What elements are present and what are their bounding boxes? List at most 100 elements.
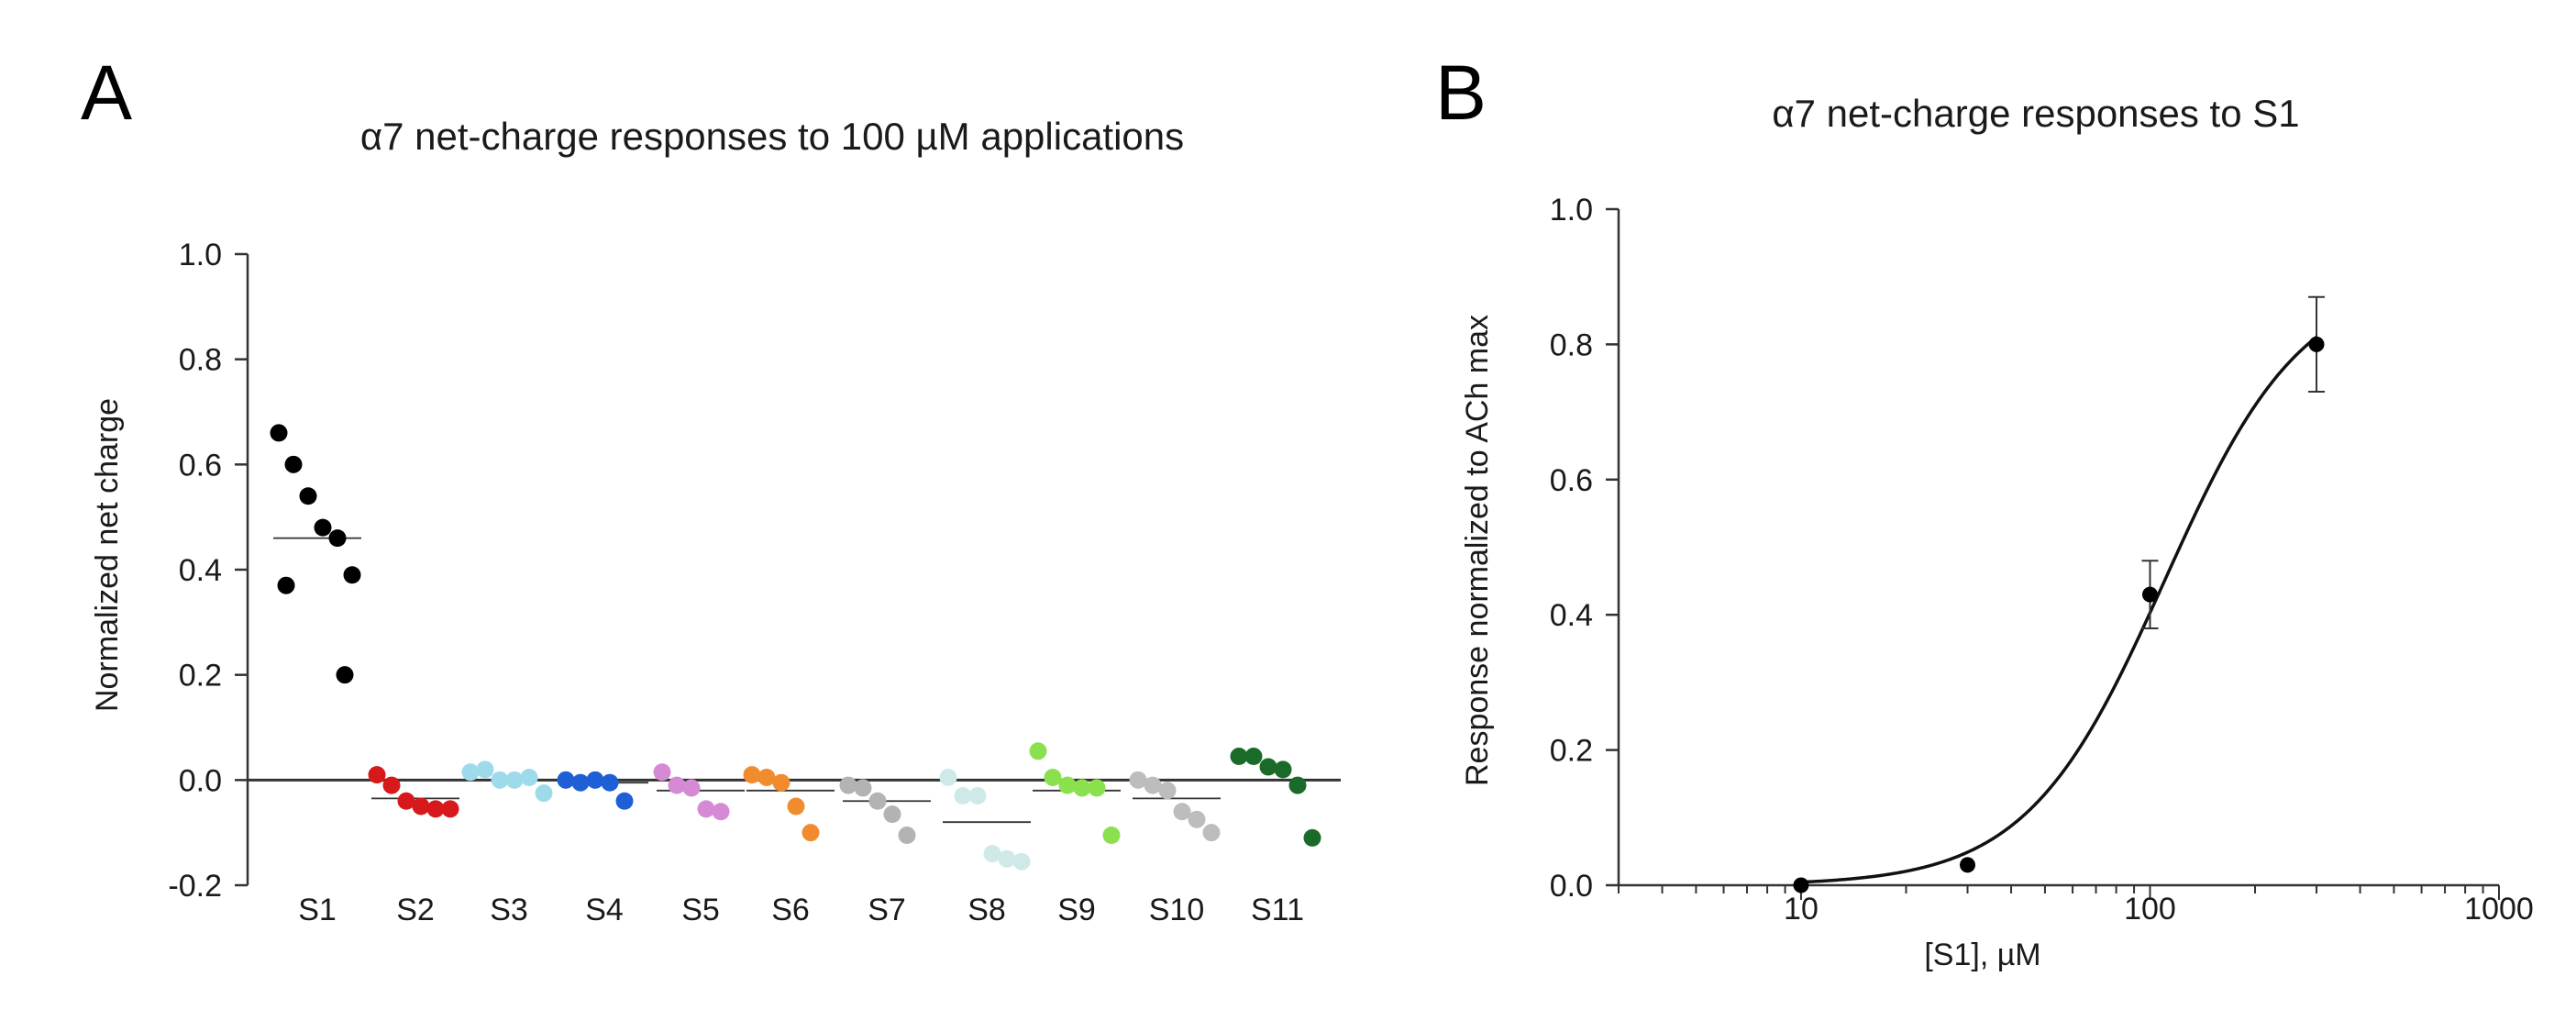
panel-a-x-tick-label: S2 bbox=[396, 893, 435, 927]
panel-a-title: α7 net-charge responses to 100 µM applic… bbox=[360, 115, 1184, 158]
data-point bbox=[1188, 810, 1206, 828]
panel-a-x-tick-label: S8 bbox=[967, 893, 1006, 927]
panel-a-y-ticks: -0.2 0.0 0.2 0.4 0.6 0.8 1.0 bbox=[168, 238, 248, 904]
data-point bbox=[382, 776, 401, 794]
data-point bbox=[314, 518, 332, 537]
data-point bbox=[2308, 295, 2326, 393]
data-point bbox=[802, 824, 820, 842]
data-point bbox=[883, 805, 901, 824]
panel-a-x-tick-label: S3 bbox=[490, 893, 528, 927]
panel-b: B α7 net-charge responses to S1 Response… bbox=[1435, 50, 2534, 972]
data-point bbox=[939, 768, 957, 786]
data-point bbox=[461, 763, 480, 782]
point-marker bbox=[1960, 857, 1976, 873]
data-point bbox=[1202, 824, 1221, 842]
panel-a-series bbox=[270, 424, 1321, 871]
data-point bbox=[983, 845, 1001, 863]
data-point bbox=[787, 797, 805, 816]
data-point bbox=[397, 792, 415, 810]
data-point bbox=[1029, 742, 1047, 760]
panel-b-x-tick-label: 100 bbox=[2124, 892, 2176, 927]
data-point bbox=[757, 768, 776, 786]
data-point bbox=[284, 455, 303, 473]
series-s7 bbox=[839, 776, 931, 845]
data-point bbox=[1259, 758, 1277, 776]
panel-a-x-tick-labels: S1 S2 S3 S4 S5 S6 S7 S8 S9 S10 S11 bbox=[298, 893, 1304, 927]
panel-b-x-axis-label: [S1], µM bbox=[1924, 938, 2040, 972]
data-point bbox=[1960, 857, 1976, 873]
panel-a: A α7 net-charge responses to 100 µM appl… bbox=[81, 50, 1341, 927]
data-point bbox=[441, 800, 459, 818]
data-point bbox=[839, 776, 857, 794]
data-point bbox=[854, 779, 872, 797]
data-point bbox=[1044, 768, 1062, 786]
panel-a-x-tick-label: S7 bbox=[868, 893, 906, 927]
panel-b-y-tick-label: 1.0 bbox=[1550, 193, 1593, 227]
data-point bbox=[1012, 852, 1031, 871]
data-point bbox=[653, 763, 671, 782]
data-point bbox=[476, 760, 494, 779]
data-point bbox=[491, 771, 509, 789]
panel-a-x-tick-label: S9 bbox=[1057, 893, 1096, 927]
series-s6 bbox=[743, 766, 835, 842]
panel-a-x-tick-label: S11 bbox=[1251, 893, 1304, 927]
data-point bbox=[868, 792, 887, 810]
data-point bbox=[954, 787, 972, 805]
data-point bbox=[1144, 776, 1162, 794]
data-point bbox=[1158, 782, 1177, 800]
panel-a-y-tick-label: 1.0 bbox=[179, 238, 222, 272]
data-point bbox=[1793, 877, 1809, 893]
data-point bbox=[772, 773, 790, 792]
data-point bbox=[1274, 760, 1292, 779]
series-s1 bbox=[270, 424, 361, 684]
panel-b-y-axis-label: Response normalized to ACh max bbox=[1460, 315, 1495, 786]
panel-a-x-tick-label: S4 bbox=[585, 893, 624, 927]
data-point bbox=[426, 800, 445, 818]
panel-b-y-tick-label: 0.6 bbox=[1550, 463, 1593, 498]
data-point bbox=[1288, 776, 1307, 794]
point-marker bbox=[1793, 877, 1809, 893]
panel-a-y-tick-label: 0.6 bbox=[179, 448, 222, 483]
data-point bbox=[697, 800, 715, 818]
panel-b-letter: B bbox=[1435, 50, 1487, 136]
panel-a-y-tick-label: 0.4 bbox=[179, 553, 222, 588]
panel-b-title: α7 net-charge responses to S1 bbox=[1772, 92, 2299, 135]
data-point bbox=[557, 771, 575, 789]
point-marker bbox=[2141, 586, 2158, 603]
panel-b-fit-curve bbox=[1800, 336, 2318, 884]
data-point bbox=[505, 771, 524, 789]
data-point bbox=[1129, 771, 1147, 789]
panel-b-x-ticks: 10 100 1000 bbox=[1618, 885, 2534, 927]
data-point bbox=[328, 529, 347, 548]
data-point bbox=[571, 773, 590, 792]
data-point bbox=[2141, 560, 2159, 629]
panel-a-y-axis-label: Normalized net charge bbox=[90, 398, 125, 712]
panel-b-y-tick-label: 0.2 bbox=[1550, 734, 1593, 769]
data-point bbox=[336, 666, 354, 684]
panel-a-y-tick-label: 0.8 bbox=[179, 343, 222, 378]
panel-a-y-tick-label: -0.2 bbox=[168, 869, 222, 904]
panel-a-letter: A bbox=[81, 50, 132, 136]
data-point bbox=[368, 766, 386, 784]
data-point bbox=[277, 576, 295, 594]
data-point bbox=[668, 776, 686, 794]
data-point bbox=[1058, 776, 1077, 794]
data-point bbox=[1073, 779, 1091, 797]
data-point bbox=[998, 849, 1016, 868]
data-point bbox=[270, 424, 288, 442]
data-point bbox=[535, 784, 553, 803]
point-marker bbox=[2308, 336, 2325, 352]
data-point bbox=[520, 768, 538, 786]
panel-b-y-tick-label: 0.8 bbox=[1550, 327, 1593, 362]
panel-a-x-tick-label: S6 bbox=[771, 893, 810, 927]
series-s11 bbox=[1230, 748, 1321, 847]
panel-a-y-tick-label: 0.0 bbox=[179, 763, 222, 798]
data-point bbox=[601, 773, 619, 792]
data-point bbox=[712, 803, 730, 821]
panel-b-x-tick-label: 1000 bbox=[2464, 892, 2534, 927]
data-point bbox=[299, 487, 317, 505]
panel-a-y-tick-label: 0.2 bbox=[179, 659, 222, 694]
series-s9 bbox=[1029, 742, 1121, 845]
data-point bbox=[1303, 828, 1321, 847]
data-point bbox=[586, 771, 604, 789]
